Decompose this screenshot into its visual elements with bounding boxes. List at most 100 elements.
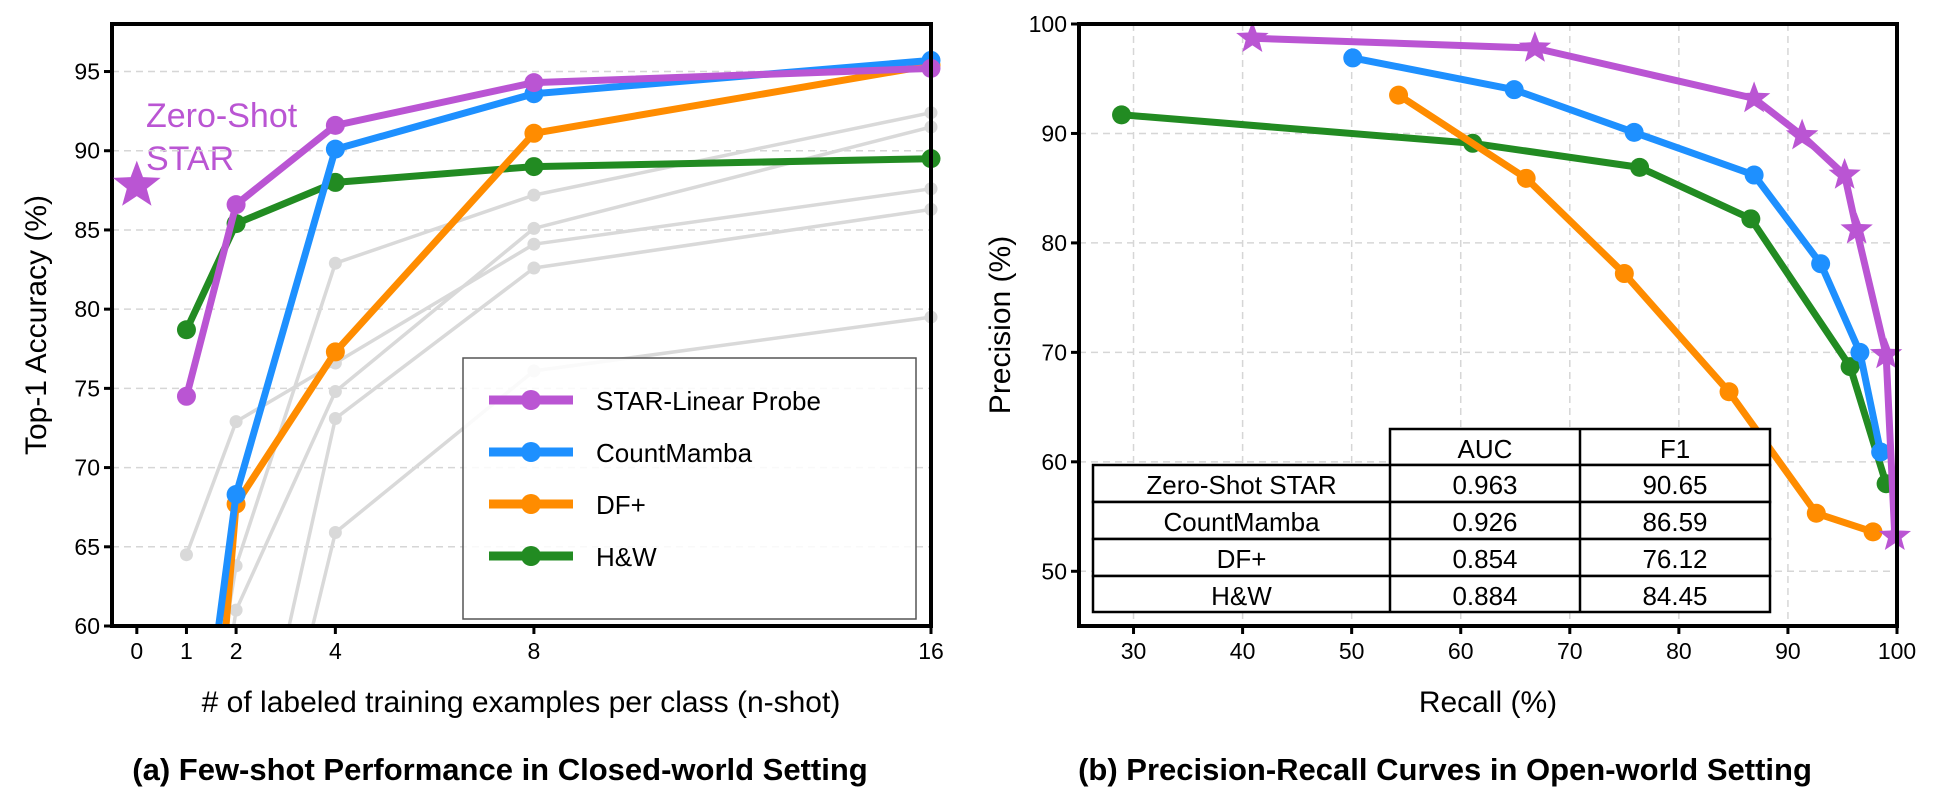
data-point-zero-shot-star bbox=[1236, 21, 1269, 52]
table-cell: 0.963 bbox=[1452, 470, 1517, 500]
table-row: Zero-Shot STAR 0.963 90.65 bbox=[1091, 463, 1772, 504]
data-point-star-linear-probe bbox=[524, 73, 544, 93]
data-point-countmamba bbox=[1504, 80, 1524, 100]
data-point-countmamba bbox=[1871, 442, 1891, 462]
table-row: H&W 0.884 84.45 bbox=[1091, 574, 1772, 614]
table-header: AUC bbox=[1458, 434, 1513, 464]
y-tick-label: 60 bbox=[74, 613, 100, 639]
data-point-zero-shot-star bbox=[1878, 519, 1911, 550]
data-point-star-linear-probe bbox=[176, 386, 196, 406]
background-point bbox=[527, 237, 541, 251]
y-tick-label: 100 bbox=[1029, 11, 1067, 37]
legend-label: DF+ bbox=[596, 490, 646, 520]
zero-shot-annotation-line2: STAR bbox=[146, 140, 234, 178]
x-axis-label: Recall (%) bbox=[1419, 686, 1557, 719]
data-point-countmamba bbox=[1850, 342, 1870, 362]
y-tick-label: 60 bbox=[1041, 449, 1067, 475]
x-tick-label: 70 bbox=[1557, 638, 1583, 664]
caption-b: (b) Precision-Recall Curves in Open-worl… bbox=[1078, 752, 1812, 787]
x-tick-label: 0 bbox=[130, 638, 143, 664]
plot-area bbox=[1112, 21, 1911, 550]
background-point bbox=[527, 221, 541, 235]
data-point-h-w bbox=[1840, 357, 1860, 377]
x-tick-label: 100 bbox=[1878, 638, 1916, 664]
legend-label: CountMamba bbox=[596, 438, 753, 468]
series-line-h-w bbox=[1121, 111, 1890, 485]
table-row-box bbox=[1091, 574, 1772, 614]
legend-marker bbox=[521, 494, 541, 514]
data-point-df- bbox=[325, 342, 345, 362]
y-tick-label: 70 bbox=[1041, 339, 1067, 365]
data-point-countmamba bbox=[226, 485, 246, 505]
table-row-box bbox=[1091, 537, 1772, 578]
data-point-countmamba bbox=[1624, 122, 1644, 142]
background-point bbox=[229, 603, 243, 617]
x-tick-label: 90 bbox=[1775, 638, 1801, 664]
y-tick-label: 50 bbox=[1041, 558, 1067, 584]
y-tick-label: 90 bbox=[1041, 120, 1067, 146]
data-point-countmamba bbox=[325, 139, 345, 159]
y-tick-label: 75 bbox=[74, 375, 100, 401]
data-point-df- bbox=[1516, 168, 1536, 188]
precision-recall-chart: Recall (%) Precision (%) (b) Precision-R… bbox=[984, 11, 1916, 787]
background-series-line bbox=[287, 207, 932, 627]
table-row-box bbox=[1091, 463, 1772, 504]
table-cell: H&W bbox=[1211, 581, 1272, 611]
background-series-line bbox=[310, 315, 932, 627]
zero-shot-star-marker bbox=[113, 160, 161, 206]
legend-marker bbox=[521, 442, 541, 462]
data-point-h-w bbox=[524, 157, 544, 177]
background-point bbox=[527, 261, 541, 275]
table-cell: 86.59 bbox=[1642, 507, 1707, 537]
background-point bbox=[328, 411, 342, 425]
data-point-df- bbox=[1863, 522, 1883, 542]
legend: STAR-Linear Probe CountMamba DF+ H&W bbox=[462, 357, 917, 620]
data-point-countmamba bbox=[1343, 48, 1363, 68]
table-header: F1 bbox=[1660, 434, 1690, 464]
metrics-table: AUC F1 Zero-Shot STAR 0.963 90.65 CountMamba 0… bbox=[1091, 427, 1772, 614]
x-tick-label: 40 bbox=[1230, 638, 1256, 664]
y-tick-label: 95 bbox=[74, 59, 100, 85]
legend-label: H&W bbox=[596, 542, 657, 572]
series-line-zero-shot-star bbox=[1252, 34, 1899, 537]
data-point-zero-shot-star bbox=[1785, 118, 1819, 150]
data-point-h-w bbox=[176, 320, 196, 340]
y-axis-label: Precision (%) bbox=[984, 236, 1017, 414]
x-tick-label: 30 bbox=[1121, 638, 1147, 664]
data-point-df- bbox=[1806, 503, 1826, 523]
y-tick-label: 85 bbox=[74, 217, 100, 243]
background-point bbox=[328, 526, 342, 540]
x-tick-label: 60 bbox=[1448, 638, 1474, 664]
x-tick-label: 4 bbox=[329, 638, 342, 664]
data-point-countmamba bbox=[1811, 254, 1831, 274]
data-point-countmamba bbox=[1744, 165, 1764, 185]
background-point bbox=[527, 188, 541, 202]
data-point-zero-shot-star bbox=[1518, 31, 1552, 62]
data-point-zero-shot-star bbox=[1840, 212, 1873, 244]
y-tick-label: 80 bbox=[74, 296, 100, 322]
data-point-h-w bbox=[1630, 157, 1650, 177]
x-tick-label: 80 bbox=[1666, 638, 1692, 664]
plot-frame bbox=[110, 22, 933, 628]
x-tick-label: 16 bbox=[918, 638, 944, 664]
table-cell: 0.926 bbox=[1452, 507, 1517, 537]
data-point-df- bbox=[1389, 85, 1409, 105]
background-point bbox=[179, 548, 193, 562]
data-point-zero-shot-star bbox=[1869, 337, 1903, 369]
series-line-df- bbox=[1396, 92, 1875, 536]
table-cell: CountMamba bbox=[1163, 507, 1320, 537]
table-cell: Zero-Shot STAR bbox=[1146, 470, 1336, 500]
x-tick-label: 8 bbox=[528, 638, 541, 664]
x-axis-label: # of labeled training examples per class… bbox=[202, 686, 841, 719]
y-tick-label: 80 bbox=[1041, 230, 1067, 256]
data-point-df- bbox=[1614, 264, 1634, 284]
x-tick-label: 50 bbox=[1339, 638, 1365, 664]
data-point-star-linear-probe bbox=[226, 195, 246, 215]
plot-area bbox=[176, 50, 941, 627]
y-tick-label: 90 bbox=[74, 138, 100, 164]
table-cell: 0.884 bbox=[1452, 581, 1517, 611]
y-tick-label: 65 bbox=[74, 534, 100, 560]
x-tick-label: 2 bbox=[230, 638, 243, 664]
background-point bbox=[328, 256, 342, 270]
